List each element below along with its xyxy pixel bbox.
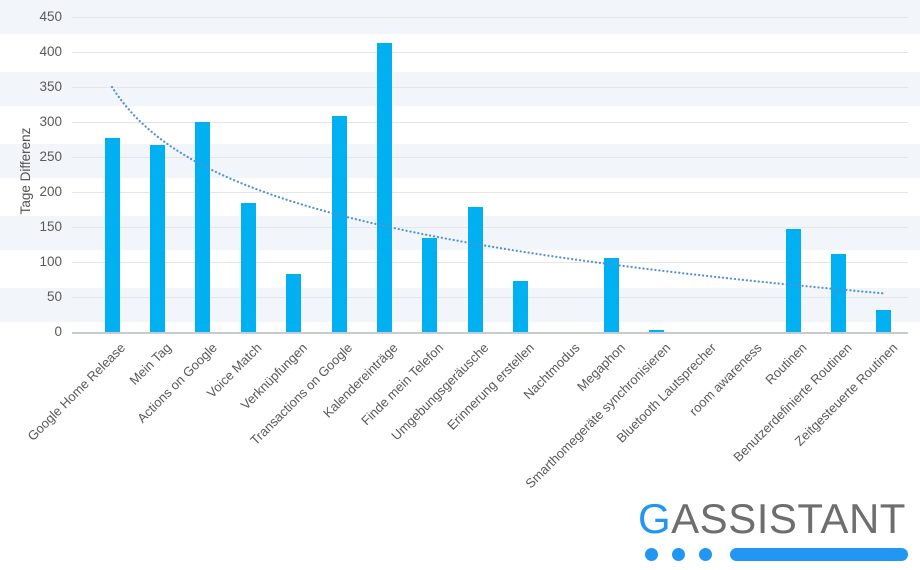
bar-16 bbox=[830, 254, 846, 332]
bar-11 bbox=[603, 257, 619, 332]
gridline-350 bbox=[72, 87, 908, 88]
x-label-0: Google Home Release bbox=[24, 340, 129, 444]
y-tick-label-450: 450 bbox=[39, 9, 62, 24]
gridline-400 bbox=[72, 52, 908, 53]
gridline-50 bbox=[72, 297, 908, 298]
bar-12 bbox=[649, 329, 665, 332]
gridline-450 bbox=[72, 17, 908, 18]
y-tick-label-150: 150 bbox=[39, 219, 62, 234]
bar-8 bbox=[467, 207, 483, 332]
y-tick-label-0: 0 bbox=[54, 324, 62, 339]
logo-text: GASSISTANT bbox=[638, 496, 913, 542]
background-stripes bbox=[0, 0, 920, 327]
bar-15 bbox=[785, 229, 801, 332]
bar-1 bbox=[149, 145, 165, 332]
x-label-9: Erinnerung erstellen bbox=[444, 340, 538, 433]
bar-4 bbox=[286, 273, 302, 332]
bar-6 bbox=[376, 42, 392, 332]
logo-underline bbox=[645, 548, 910, 561]
logo-text-rest: ASSISTANT bbox=[671, 495, 906, 542]
y-tick-label-400: 400 bbox=[39, 44, 62, 59]
y-tick-label-300: 300 bbox=[39, 114, 62, 129]
logo-letter-g: G bbox=[638, 495, 672, 542]
bar-17 bbox=[876, 309, 892, 332]
bar-9 bbox=[513, 280, 529, 332]
bar-0 bbox=[104, 138, 120, 332]
gassistant-logo: GASSISTANT bbox=[638, 496, 913, 561]
x-label-7: Finde mein Telefon bbox=[358, 340, 447, 429]
x-label-2: Actions on Google bbox=[133, 340, 220, 426]
y-tick-label-50: 50 bbox=[46, 289, 62, 304]
y-tick-label-100: 100 bbox=[39, 254, 62, 269]
bar-7 bbox=[422, 237, 438, 332]
x-axis-line bbox=[72, 332, 908, 334]
bar-5 bbox=[331, 116, 347, 332]
logo-dot-1 bbox=[645, 548, 658, 561]
y-tick-label-200: 200 bbox=[39, 184, 62, 199]
bar-2 bbox=[195, 122, 211, 332]
logo-dot-3 bbox=[699, 548, 712, 561]
y-axis-title: Tage Differenz bbox=[18, 127, 33, 215]
bar-3 bbox=[240, 202, 256, 332]
logo-bar bbox=[730, 548, 908, 561]
logo-dot-2 bbox=[672, 548, 685, 561]
y-tick-label-250: 250 bbox=[39, 149, 62, 164]
y-tick-label-350: 350 bbox=[39, 79, 62, 94]
